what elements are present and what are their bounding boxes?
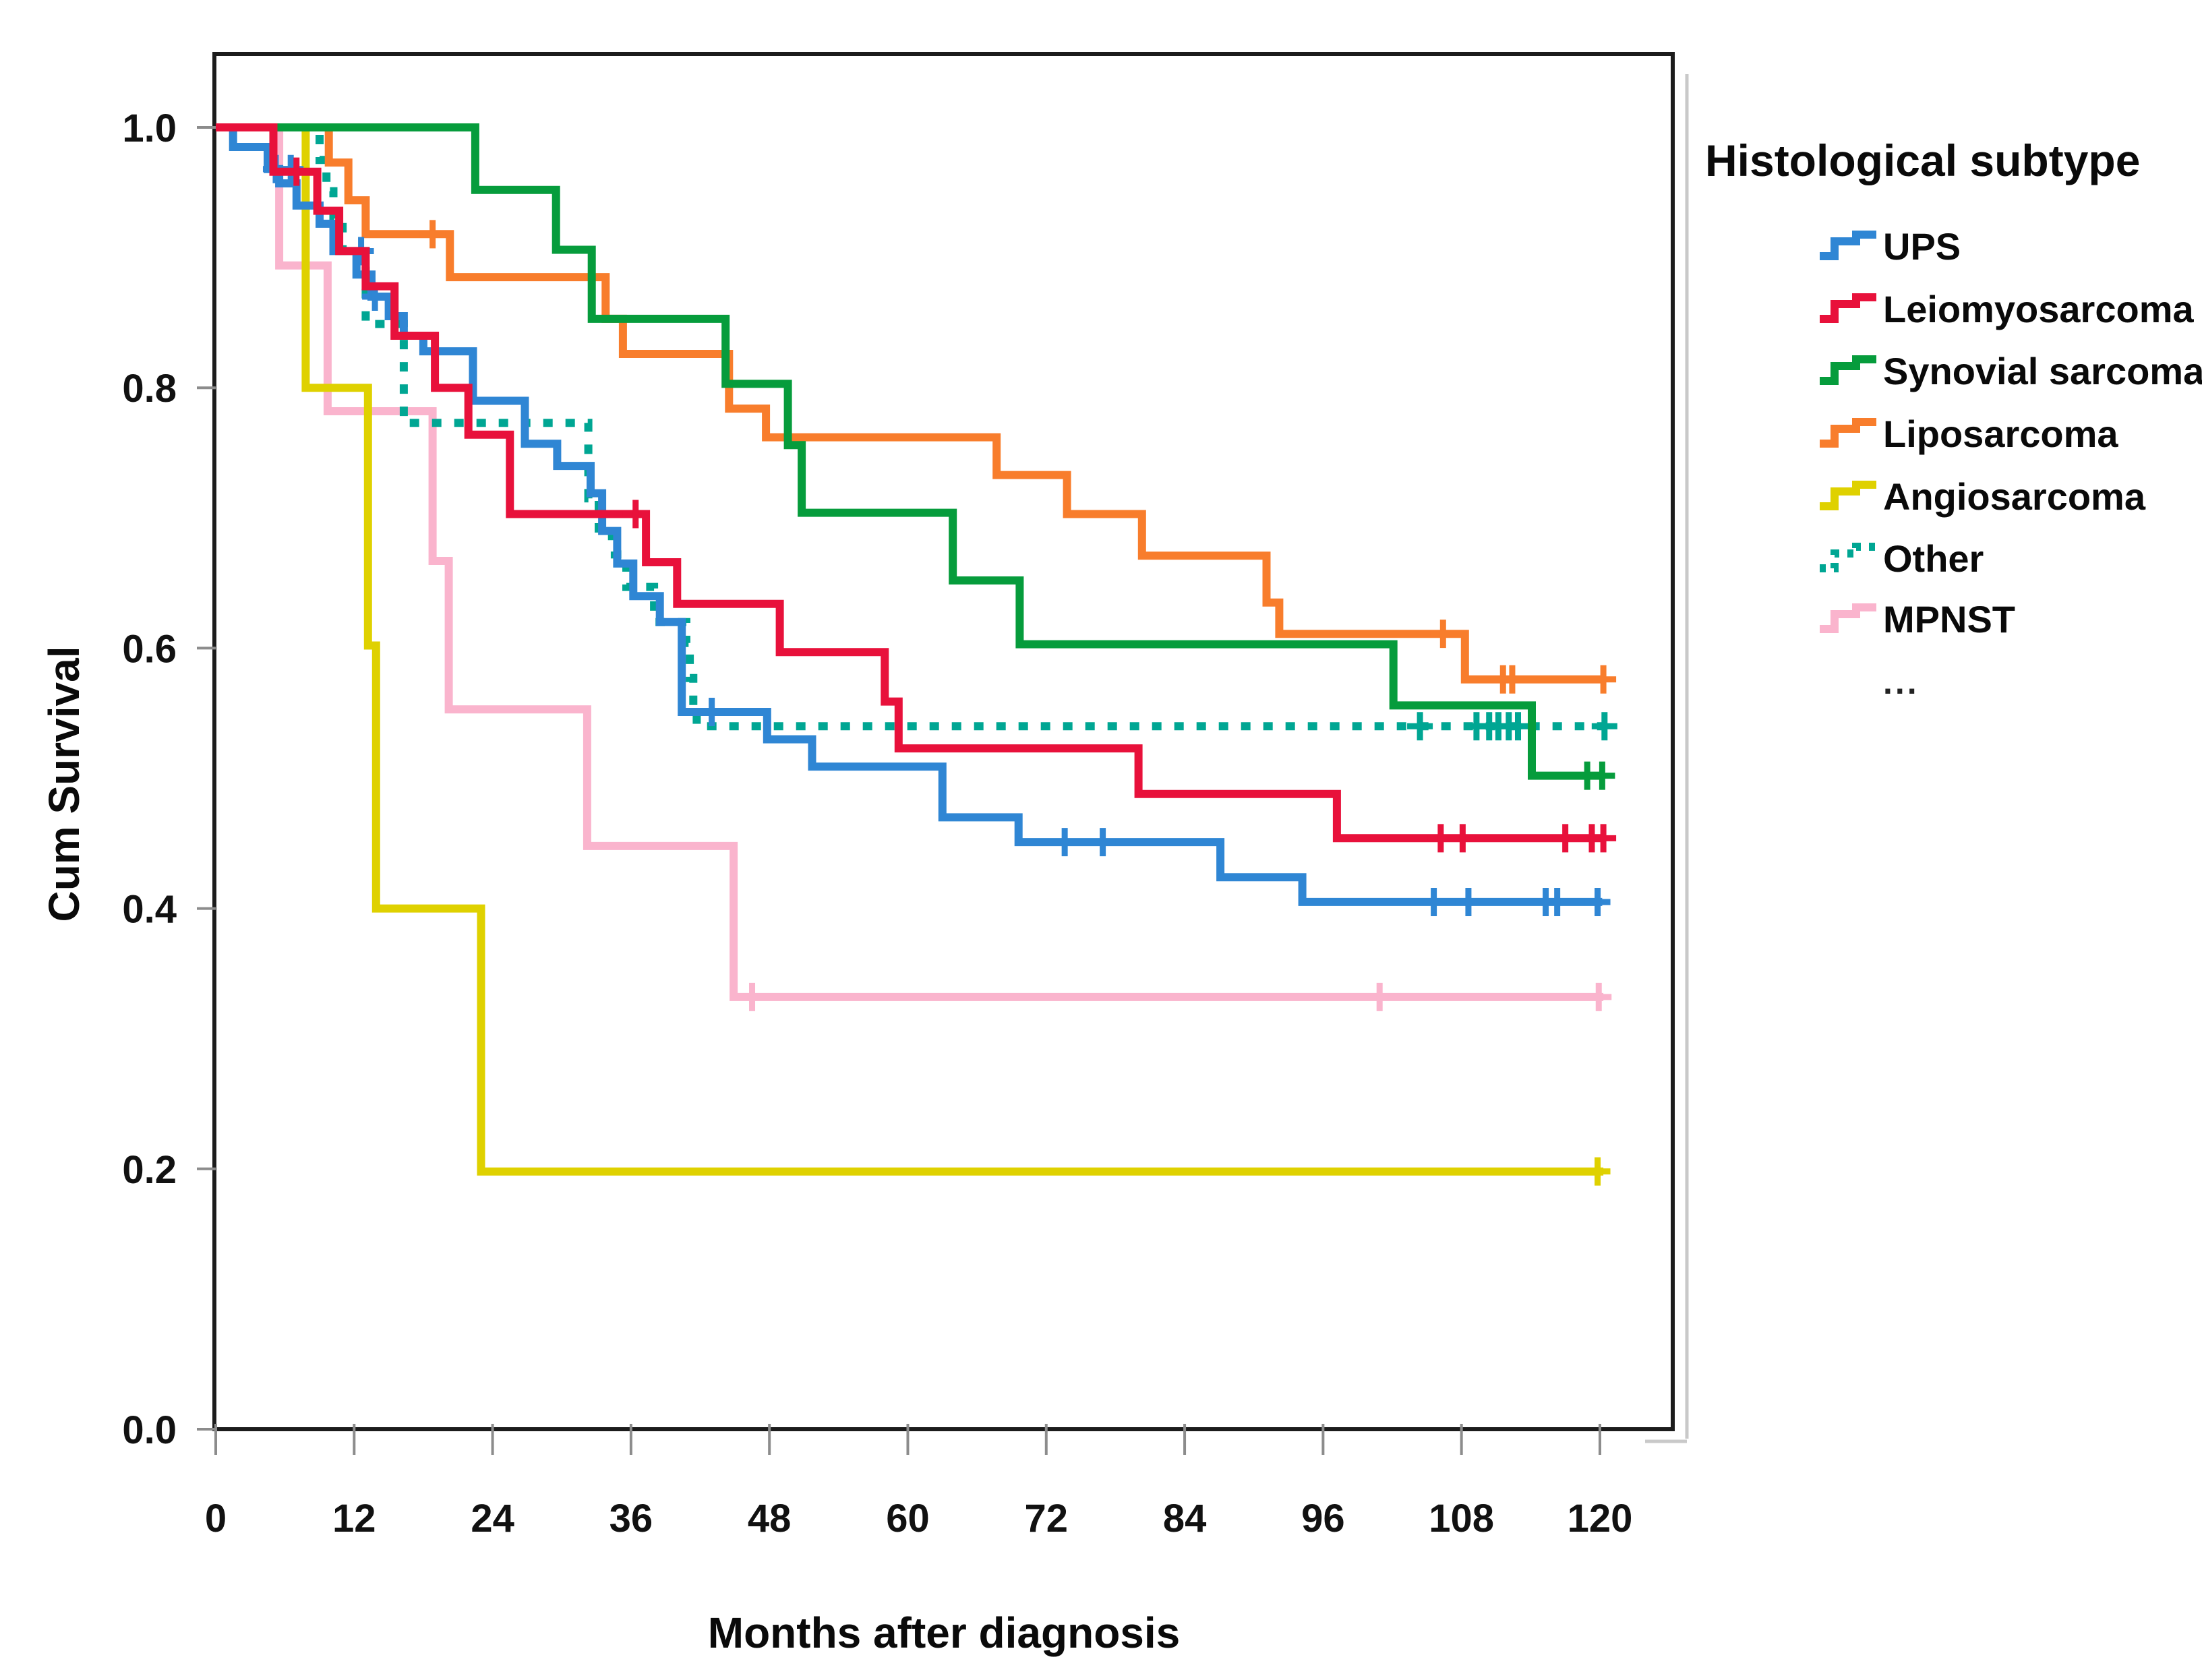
series-leiomyosarcoma (216, 123, 1617, 853)
x-tick-label: 0 (205, 1497, 227, 1540)
series-angiosarcoma (216, 123, 1611, 1186)
y-tick-label: 0.4 (122, 888, 177, 932)
legend-swatch-icon (1820, 603, 1876, 633)
survival-curve (216, 123, 1604, 780)
y-axis-title: Cum Survival (40, 646, 88, 922)
legend-item-label: Angiosarcoma (1883, 475, 2145, 518)
series-ups (216, 123, 1611, 916)
x-tick-label: 24 (471, 1497, 514, 1540)
plot-frame (212, 52, 1675, 1431)
y-tick-label: 0.6 (122, 627, 177, 671)
legend-item-label: UPS (1883, 224, 1961, 268)
legend-swatch-icon (1820, 543, 1876, 572)
series-liposarcoma (216, 123, 1617, 694)
survival-curve (216, 123, 1604, 1001)
legend: Histological subtype UPS Leiomyosarcoma Sy… (1705, 135, 2202, 701)
series-other (216, 123, 1617, 741)
legend-swatch-icon (1820, 481, 1876, 510)
legend-item-liposarcoma: Liposarcoma (1817, 410, 2118, 457)
series-mpnst (216, 123, 1612, 1011)
legend-item-mpnst: MPNST (1817, 595, 2015, 642)
x-tick-label: 36 (609, 1497, 653, 1540)
y-tick-label: 0.2 (122, 1148, 177, 1192)
legend-swatch-icon (1820, 231, 1876, 260)
legend-item-label: Other (1883, 537, 1984, 580)
y-tick-label: 0.8 (122, 367, 177, 411)
x-tick-label: 60 (886, 1497, 930, 1540)
y-tick-label: 0.0 (122, 1408, 177, 1452)
legend-ellipsis-label: ... (1883, 663, 1920, 701)
x-tick-label: 96 (1301, 1497, 1345, 1540)
legend-item-leiomyosarcoma: Leiomyosarcoma (1817, 285, 2194, 332)
x-tick-label: 84 (1163, 1497, 1207, 1540)
legend-item-label: MPNST (1883, 597, 2015, 640)
survival-curve (216, 123, 1607, 731)
survival-curve (216, 123, 1605, 843)
legend-swatch-icon (1820, 418, 1876, 448)
legend-item-label: Synovial sarcoma (1883, 349, 2202, 392)
y-tick-label: 1.0 (122, 107, 177, 150)
legend-item-angiosarcoma: Angiosarcoma (1817, 473, 2145, 520)
x-axis-title: Months after diagnosis (707, 1609, 1181, 1657)
axis-ticks: 1.0 0.8 0.6 0.4 0.2 0.0 0 12 24 36 48 60 72 84 96 108 12… (122, 107, 1632, 1540)
legend-swatch-icon (1820, 355, 1876, 385)
legend-title: Histological subtype (1705, 136, 2141, 185)
legend-item-other: Other (1817, 535, 1984, 582)
survival-curve (216, 123, 1604, 1176)
x-tick-label: 120 (1568, 1497, 1633, 1540)
series-synovial-sarcoma (216, 123, 1615, 790)
x-tick-label: 12 (332, 1497, 376, 1540)
legend-item-ellipsis: ... (1817, 659, 1920, 706)
legend-swatch-icon (1820, 293, 1876, 323)
x-tick-label: 72 (1025, 1497, 1069, 1540)
x-tick-label: 108 (1429, 1497, 1494, 1540)
legend-item-synovial-sarcoma: Synovial sarcoma (1817, 347, 2202, 394)
survival-curve (216, 123, 1606, 684)
legend-item-ups: UPS (1817, 222, 1961, 270)
legend-item-label: Liposarcoma (1883, 412, 2118, 455)
x-tick-label: 48 (748, 1497, 792, 1540)
legend-item-label: Leiomyosarcoma (1883, 287, 2194, 330)
